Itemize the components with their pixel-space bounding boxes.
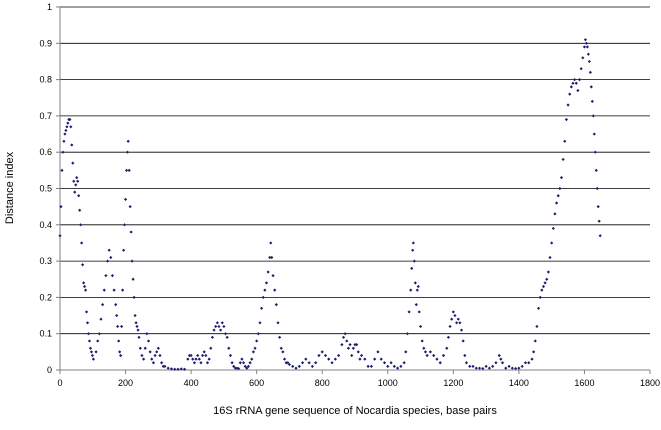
y-tick-label-2: 0.2 bbox=[39, 292, 52, 302]
y-tick-label-7: 0.7 bbox=[39, 111, 52, 121]
x-tick-label-2: 400 bbox=[184, 378, 199, 388]
y-tick-label-9: 0.9 bbox=[39, 38, 52, 48]
x-axis-title: 16S rRNA gene sequence of Nocardia speci… bbox=[213, 405, 497, 417]
x-tick-label-1: 200 bbox=[118, 378, 133, 388]
x-tick-label-6: 1200 bbox=[443, 378, 463, 388]
y-tick-label-6: 0.6 bbox=[39, 147, 52, 157]
y-tick-label-3: 0.3 bbox=[39, 256, 52, 266]
x-tick-label-8: 1600 bbox=[574, 378, 594, 388]
x-tick-label-0: 0 bbox=[57, 378, 62, 388]
y-tick-label-0: 0 bbox=[47, 365, 52, 375]
y-tick-label-5: 0.5 bbox=[39, 184, 52, 194]
x-tick-label-7: 1400 bbox=[509, 378, 529, 388]
y-tick-label-1: 0.1 bbox=[39, 329, 52, 339]
y-tick-label-8: 0.8 bbox=[39, 75, 52, 85]
y-tick-label-4: 0.4 bbox=[39, 220, 52, 230]
x-tick-label-4: 800 bbox=[315, 378, 330, 388]
x-tick-label-3: 600 bbox=[249, 378, 264, 388]
x-tick-label-9: 1800 bbox=[640, 378, 660, 388]
y-tick-label-10: 1 bbox=[47, 2, 52, 12]
y-axis-title: Distance index bbox=[4, 151, 16, 224]
x-tick-label-5: 1000 bbox=[378, 378, 398, 388]
